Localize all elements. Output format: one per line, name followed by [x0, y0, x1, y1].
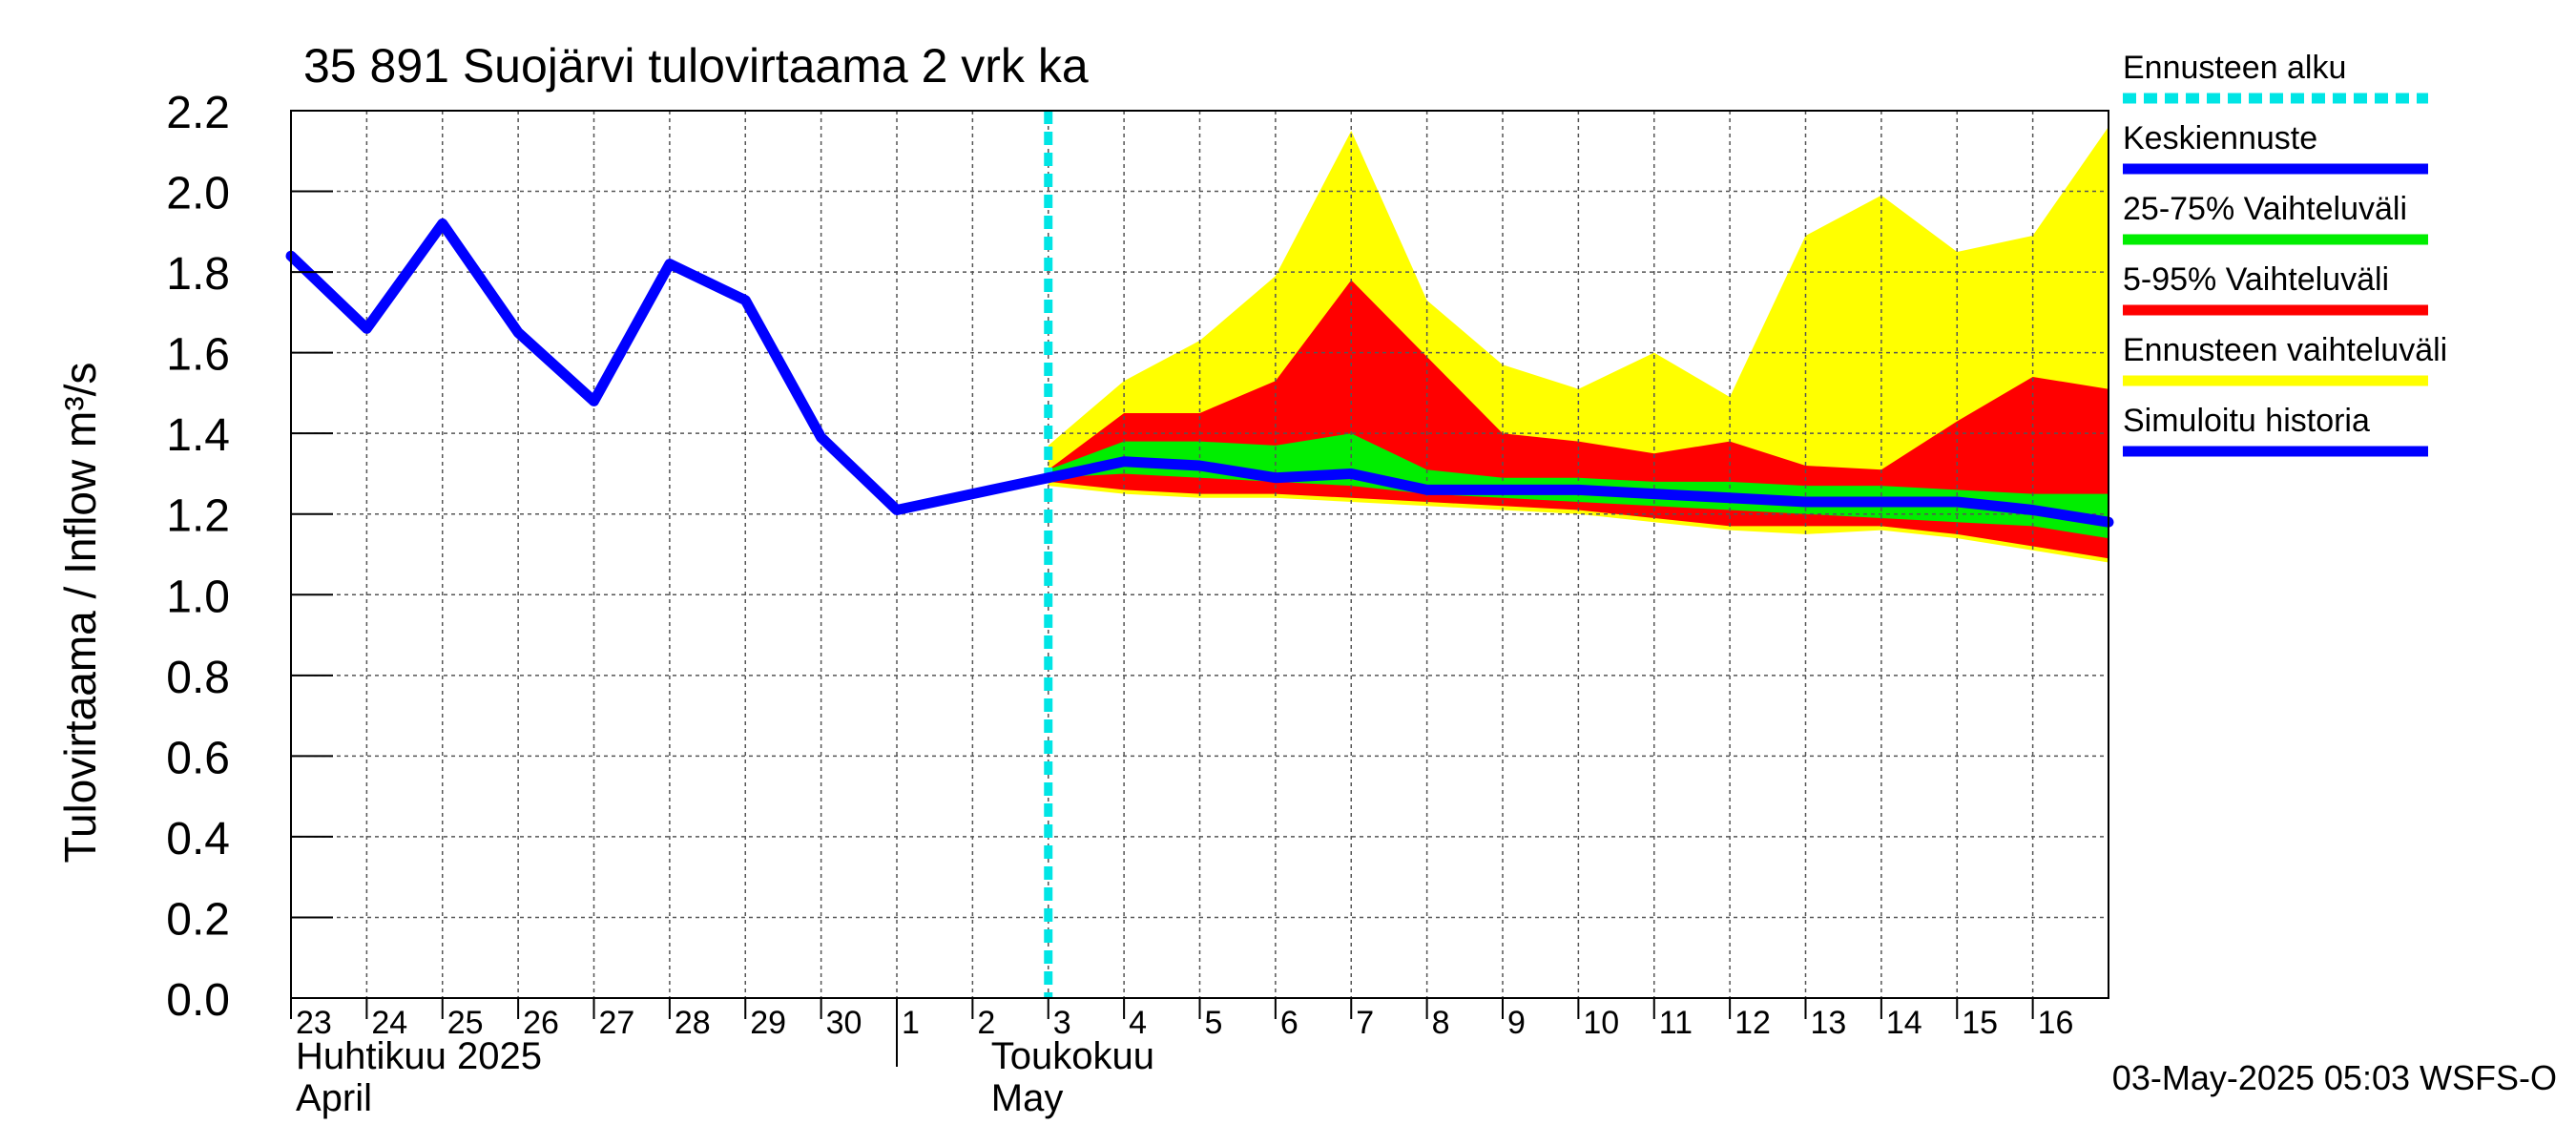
month-label-fi: Toukokuu — [991, 1035, 1154, 1077]
legend-label: Simuloitu historia — [2123, 403, 2370, 439]
y-tick-label: 0.6 — [166, 733, 230, 783]
x-tick-label: 27 — [599, 1005, 635, 1041]
y-tick-label: 1.0 — [166, 572, 230, 622]
x-tick-label: 2 — [977, 1005, 995, 1041]
legend-label: Ennusteen alku — [2123, 50, 2346, 86]
legend-label: Keskiennuste — [2123, 120, 2317, 156]
chart-text: 35 891 Suojärvi tulovirtaama 2 vrk ka Tu… — [55, 39, 2557, 1097]
y-tick-label: 2.2 — [166, 88, 230, 138]
y-tick-label: 0.4 — [166, 814, 230, 864]
legend-label: 5-95% Vaihteluväli — [2123, 261, 2389, 298]
x-tick-label: 6 — [1280, 1005, 1298, 1041]
month-label-fi: Huhtikuu 2025 — [296, 1035, 542, 1077]
y-tick-label: 1.2 — [166, 491, 230, 542]
x-tick-label: 24 — [371, 1005, 407, 1041]
x-tick-label: 4 — [1129, 1005, 1147, 1041]
x-tick-label: 23 — [296, 1005, 332, 1041]
y-tick-label: 0.2 — [166, 894, 230, 945]
series-line-simuloitu-historia — [285, 218, 1054, 515]
grid — [291, 111, 2109, 998]
axes: 0.00.20.40.60.81.01.21.41.61.82.02.223 24… — [166, 88, 2109, 1119]
x-tick-label: 8 — [1432, 1005, 1450, 1041]
month-label-en: May — [991, 1077, 1064, 1119]
y-tick-label: 1.4 — [166, 410, 230, 461]
month-label-en: April — [296, 1077, 372, 1119]
x-tick-label: 25 — [447, 1005, 484, 1041]
x-tick-label: 30 — [826, 1005, 862, 1041]
y-tick-label: 2.0 — [166, 169, 230, 219]
x-tick-label: 10 — [1583, 1005, 1619, 1041]
x-tick-label: 28 — [675, 1005, 711, 1041]
legend-label: 25-75% Vaihteluväli — [2123, 191, 2407, 227]
x-tick-label: 12 — [1735, 1005, 1771, 1041]
x-tick-label: 13 — [1811, 1005, 1847, 1041]
x-tick-label: 29 — [750, 1005, 786, 1041]
x-tick-label: 5 — [1205, 1005, 1223, 1041]
x-tick-label: 14 — [1886, 1005, 1922, 1041]
y-tick-label: 0.8 — [166, 653, 230, 703]
legend: Ennusteen alku Keskiennuste 25-75% Vaihtel… — [2123, 50, 2447, 457]
y-tick-label: 1.8 — [166, 249, 230, 300]
x-tick-label: 1 — [902, 1005, 920, 1041]
x-tick-label: 9 — [1507, 1005, 1526, 1041]
legend-label: Ennusteen vaihteluväli — [2123, 332, 2447, 368]
x-tick-label: 7 — [1356, 1005, 1374, 1041]
y-tick-label: 1.6 — [166, 330, 230, 381]
x-tick-label: 26 — [523, 1005, 559, 1041]
series-lines — [285, 218, 2114, 528]
x-tick-label: 16 — [2038, 1005, 2074, 1041]
x-tick-label: 3 — [1053, 1005, 1071, 1041]
x-tick-label: 15 — [1962, 1005, 1998, 1041]
footer-timestamp: 03-May-2025 05:03 WSFS-O — [2112, 1058, 2557, 1097]
x-tick-label: 11 — [1659, 1005, 1693, 1041]
y-axis-label: Tulovirtaama / Inflow m³/s — [55, 363, 105, 864]
y-tick-label: 0.0 — [166, 975, 230, 1026]
series-line-keskiennuste — [1043, 456, 2114, 528]
chart-title: 35 891 Suojärvi tulovirtaama 2 vrk ka — [303, 39, 1089, 93]
